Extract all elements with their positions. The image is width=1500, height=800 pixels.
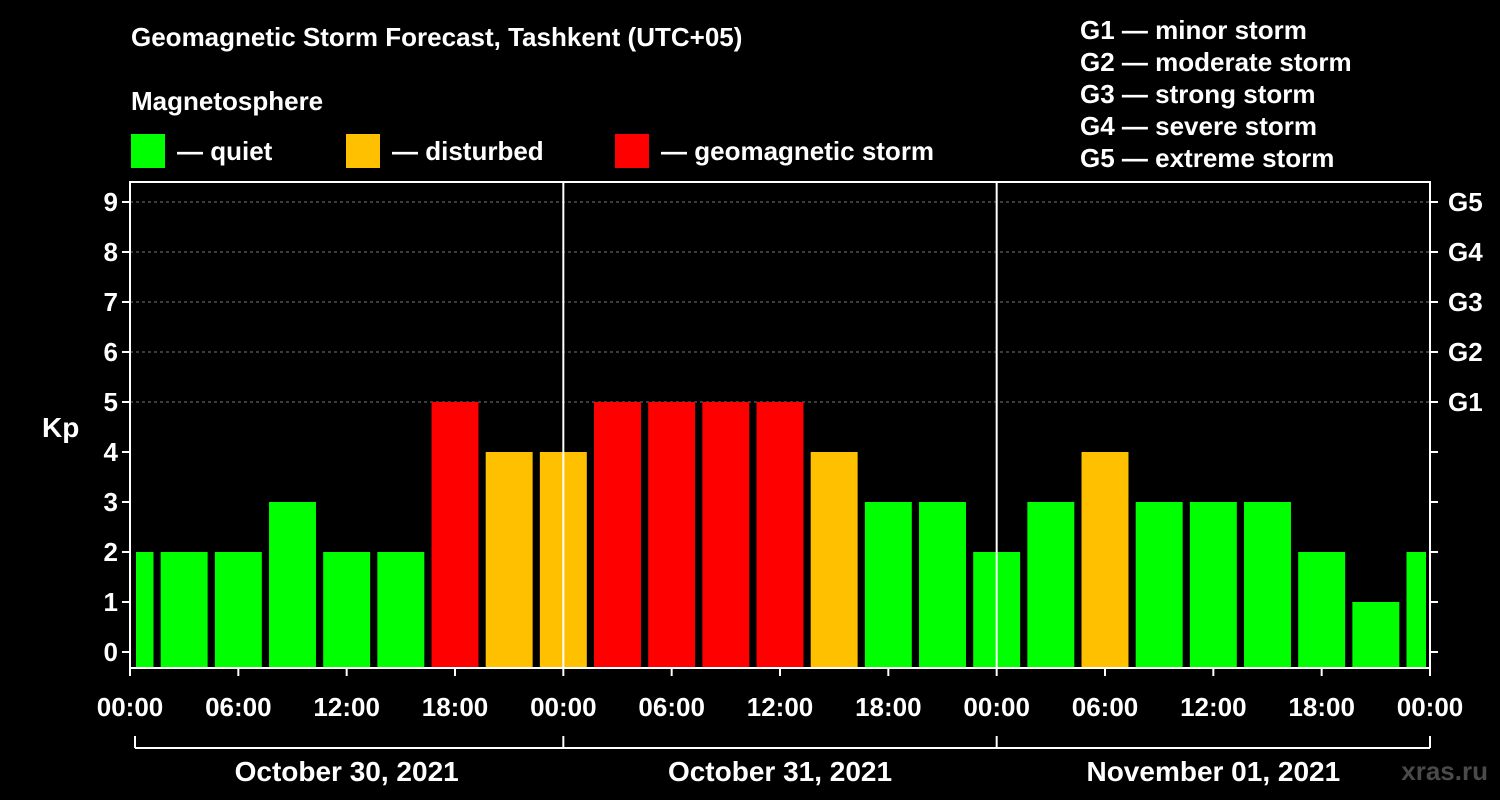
kp-bar <box>648 402 696 668</box>
storm-scale-g1: G1 — minor storm <box>1080 15 1307 45</box>
legend-item-storm: — geomagnetic storm <box>615 134 934 168</box>
x-tick-label: 12:00 <box>313 692 380 722</box>
y-tick-label: 6 <box>104 337 118 367</box>
kp-bar <box>1244 502 1291 668</box>
x-tick-label: 06:00 <box>638 692 705 722</box>
y-tick-label: 5 <box>104 387 118 417</box>
kp-bar <box>136 552 154 668</box>
legend-item-quiet: — quiet <box>131 134 272 168</box>
right-axis-label: G3 <box>1448 287 1483 317</box>
storm-scale-g2: G2 — moderate storm <box>1080 47 1352 77</box>
x-tick-label: 12:00 <box>747 692 814 722</box>
x-tick-label: 00:00 <box>97 692 164 722</box>
legend-label-disturbed: — disturbed <box>392 135 544 166</box>
y-tick-label: 8 <box>104 237 118 267</box>
x-tick-label: 18:00 <box>1288 692 1355 722</box>
x-tick-label: 00:00 <box>1397 692 1464 722</box>
legend-label-storm: — geomagnetic storm <box>661 135 935 166</box>
y-tick-label: 4 <box>104 437 119 467</box>
watermark: xras.ru <box>1401 756 1488 786</box>
kp-bar <box>377 552 425 668</box>
kp-bar <box>1298 552 1346 668</box>
day-label: November 01, 2021 <box>1086 756 1340 787</box>
x-tick-label: 12:00 <box>1180 692 1247 722</box>
kp-bar <box>702 402 750 668</box>
x-tick-label: 06:00 <box>1072 692 1139 722</box>
kp-bar <box>810 452 858 668</box>
kp-bar <box>323 552 371 668</box>
day-label: October 31, 2021 <box>668 756 892 787</box>
storm-scale-g4: G4 — severe storm <box>1080 111 1318 141</box>
kp-bar <box>1135 502 1183 668</box>
kp-bar <box>485 452 533 668</box>
x-tick-label: 06:00 <box>205 692 272 722</box>
kp-bar <box>1406 552 1426 668</box>
chart-title: Geomagnetic Storm Forecast, Tashkent (UT… <box>131 22 743 52</box>
kp-bar <box>431 402 479 668</box>
y-tick-label: 7 <box>104 287 118 317</box>
storm-scale-g5: G5 — extreme storm <box>1080 143 1335 173</box>
kp-bar <box>919 502 966 668</box>
x-tick-label: 18:00 <box>422 692 489 722</box>
right-axis-label: G4 <box>1448 237 1483 267</box>
legend-item-disturbed: — disturbed <box>346 134 544 168</box>
right-axis-label: G2 <box>1448 337 1483 367</box>
kp-bar <box>269 502 316 668</box>
y-tick-label: 9 <box>104 187 118 217</box>
right-axis-label: G5 <box>1448 187 1483 217</box>
storm-scale-g3: G3 — strong storm <box>1080 79 1316 109</box>
legend-label-quiet: — quiet <box>177 135 273 166</box>
y-tick-label: 3 <box>104 487 118 517</box>
kp-bar <box>594 402 641 668</box>
x-tick-label: 00:00 <box>530 692 597 722</box>
kp-bar <box>1352 602 1400 668</box>
legend-swatch-storm <box>615 134 649 168</box>
y-tick-label: 1 <box>104 587 118 617</box>
kp-bar <box>864 502 912 668</box>
y-tick-label: 0 <box>104 637 118 667</box>
legend-swatch-disturbed <box>346 134 380 168</box>
kp-bar <box>756 402 804 668</box>
y-tick-label: 2 <box>104 537 118 567</box>
kp-bar <box>1189 502 1237 668</box>
kp-bar <box>1081 452 1129 668</box>
kp-bar <box>214 552 262 668</box>
day-label: October 30, 2021 <box>235 756 459 787</box>
right-axis-label: G1 <box>1448 387 1483 417</box>
legend-swatch-quiet <box>131 134 165 168</box>
storm-scale-legend: G1 — minor storm G2 — moderate storm G3 … <box>1080 14 1352 174</box>
kp-bar <box>1027 502 1075 668</box>
chart-subtitle: Magnetosphere <box>131 86 324 116</box>
y-axis-label: Kp <box>42 412 80 443</box>
kp-bar <box>160 552 208 668</box>
x-tick-label: 00:00 <box>963 692 1030 722</box>
x-tick-label: 18:00 <box>855 692 922 722</box>
